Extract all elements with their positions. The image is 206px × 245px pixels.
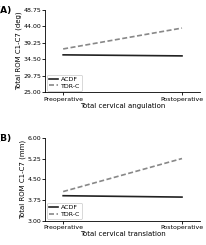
TDR-C — [62, 48, 64, 50]
Line: TDR-C: TDR-C — [63, 28, 182, 49]
Legend: ACDF, TDR-C: ACDF, TDR-C — [47, 203, 82, 219]
X-axis label: Total cervical angulation: Total cervical angulation — [80, 103, 165, 109]
Legend: ACDF, TDR-C: ACDF, TDR-C — [47, 75, 82, 91]
Line: ACDF: ACDF — [63, 196, 182, 197]
ACDF — [181, 54, 183, 57]
ACDF — [62, 53, 64, 56]
Text: (A): (A) — [0, 6, 11, 15]
TDR-C — [181, 157, 183, 160]
ACDF — [181, 196, 183, 198]
Line: ACDF: ACDF — [63, 55, 182, 56]
X-axis label: Total cervical translation: Total cervical translation — [80, 231, 165, 237]
Line: TDR-C: TDR-C — [63, 159, 182, 192]
Y-axis label: Total ROM C1-C7 (deg): Total ROM C1-C7 (deg) — [15, 12, 22, 90]
TDR-C — [181, 27, 183, 30]
ACDF — [62, 194, 64, 197]
TDR-C — [62, 190, 64, 193]
Y-axis label: Total ROM C1-C7 (mm): Total ROM C1-C7 (mm) — [19, 140, 26, 219]
Text: (B): (B) — [0, 134, 11, 143]
